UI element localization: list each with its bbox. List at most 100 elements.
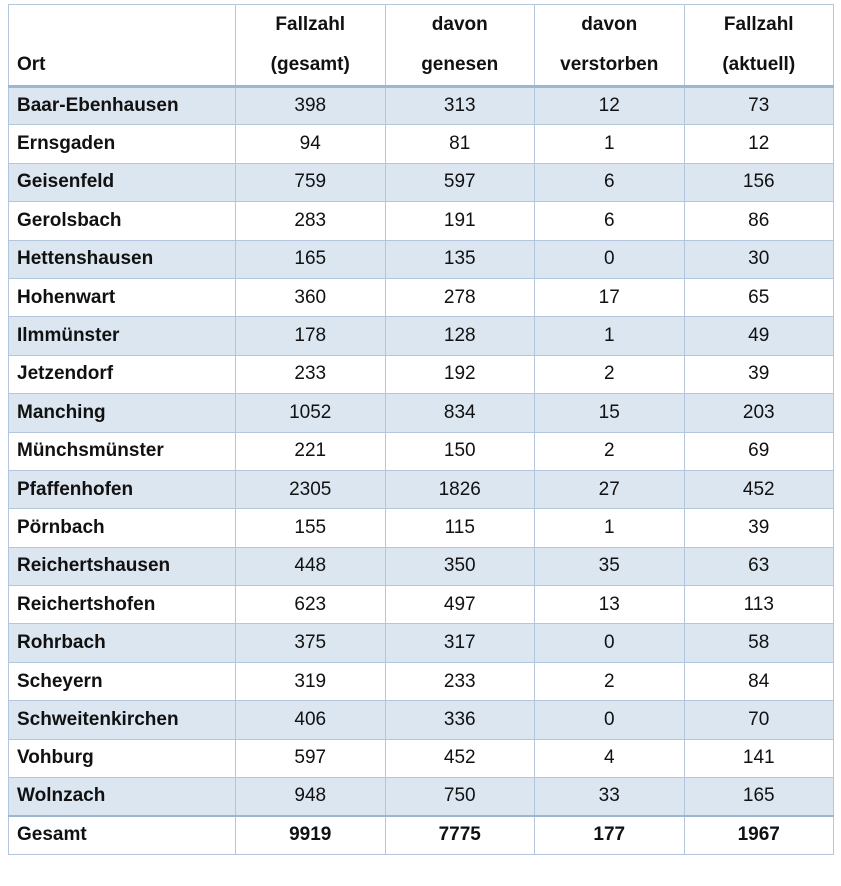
number-cell: 39 (683, 508, 834, 548)
number-cell: 115 (384, 508, 535, 548)
number-cell: 221 (235, 431, 386, 471)
total-cell: 177 (534, 814, 685, 855)
table-row: Rohrbach 375 317 0 58 (8, 623, 834, 663)
table-row: Geisenfeld 759 597 6 156 (8, 162, 834, 203)
number-cell: 12 (683, 124, 834, 164)
place-name: Manching (8, 393, 236, 433)
number-cell: 155 (235, 508, 386, 548)
header-cell: Ort (8, 4, 236, 88)
table-row: Gerolsbach 283 191 6 86 (8, 201, 834, 241)
place-name: Scheyern (8, 661, 236, 702)
header-text: Ort (17, 54, 46, 75)
header-text: davon (431, 14, 488, 35)
number-cell: 33 (534, 777, 685, 817)
number-cell: 94 (235, 124, 386, 164)
table-header: Ort Fallzahl (gesamt) davon genesen davon vers… (8, 4, 834, 88)
table-row: Ilmmünster 178 128 1 49 (8, 316, 834, 356)
header-row: Ort Fallzahl (gesamt) davon genesen davon vers… (8, 4, 834, 88)
number-cell: 350 (384, 546, 535, 587)
number-cell: 84 (683, 661, 834, 702)
number-cell: 65 (683, 277, 834, 318)
number-cell: 6 (534, 162, 685, 203)
number-cell: 128 (384, 316, 535, 356)
number-cell: 1 (534, 124, 685, 164)
place-name: Rohrbach (8, 623, 236, 663)
number-cell: 597 (384, 162, 535, 203)
place-name: Geisenfeld (8, 162, 236, 203)
table-row: Hohenwart 360 278 17 65 (8, 277, 834, 318)
place-name: Reichertshausen (8, 546, 236, 587)
number-cell: 1 (534, 508, 685, 548)
place-name: Münchsmünster (8, 431, 236, 471)
number-cell: 759 (235, 162, 386, 203)
number-cell: 398 (235, 85, 386, 126)
total-cell: 7775 (384, 814, 535, 855)
number-cell: 336 (384, 700, 535, 740)
number-cell: 6 (534, 201, 685, 241)
number-cell: 375 (235, 623, 386, 663)
number-cell: 156 (683, 162, 834, 203)
number-cell: 1 (534, 316, 685, 356)
number-cell: 2305 (235, 469, 386, 510)
number-cell: 0 (534, 623, 685, 663)
header-text: verstorben (560, 54, 659, 75)
number-cell: 0 (534, 239, 685, 279)
number-cell: 278 (384, 277, 535, 318)
number-cell: 4 (534, 738, 685, 779)
header-text: davon (581, 14, 638, 35)
number-cell: 2 (534, 431, 685, 471)
number-cell: 192 (384, 354, 535, 395)
table-row: Jetzendorf 233 192 2 39 (8, 354, 834, 395)
place-name: Ilmmünster (8, 316, 236, 356)
number-cell: 497 (384, 585, 535, 625)
place-name: Baar-Ebenhausen (8, 85, 236, 126)
place-name: Schweitenkirchen (8, 700, 236, 740)
number-cell: 406 (235, 700, 386, 740)
place-name: Wolnzach (8, 777, 236, 817)
number-cell: 233 (235, 354, 386, 395)
number-cell: 452 (683, 469, 834, 510)
table-row: Wolnzach 948 750 33 165 (8, 777, 834, 817)
number-cell: 0 (534, 700, 685, 740)
number-cell: 141 (683, 738, 834, 779)
number-cell: 70 (683, 700, 834, 740)
total-label: Gesamt (8, 814, 236, 855)
number-cell: 165 (235, 239, 386, 279)
number-cell: 86 (683, 201, 834, 241)
table-row: Manching 1052 834 15 203 (8, 393, 834, 433)
number-cell: 1826 (384, 469, 535, 510)
table-row: Münchsmünster 221 150 2 69 (8, 431, 834, 471)
header-text: Fallzahl (275, 14, 346, 35)
header-text: Fallzahl (723, 14, 794, 35)
table-row: Ernsgaden 94 81 1 12 (8, 124, 834, 164)
header-text: genesen (421, 54, 499, 75)
number-cell: 27 (534, 469, 685, 510)
number-cell: 135 (384, 239, 535, 279)
number-cell: 360 (235, 277, 386, 318)
header-cell: Fallzahl (gesamt) (235, 4, 386, 88)
number-cell: 319 (235, 661, 386, 702)
place-name: Pörnbach (8, 508, 236, 548)
number-cell: 17 (534, 277, 685, 318)
number-cell: 35 (534, 546, 685, 587)
number-cell: 203 (683, 393, 834, 433)
number-cell: 2 (534, 661, 685, 702)
place-name: Hettenshausen (8, 239, 236, 279)
number-cell: 283 (235, 201, 386, 241)
place-name: Ernsgaden (8, 124, 236, 164)
number-cell: 317 (384, 623, 535, 663)
number-cell: 15 (534, 393, 685, 433)
header-cell: Fallzahl (aktuell) (683, 4, 834, 88)
number-cell: 178 (235, 316, 386, 356)
number-cell: 113 (683, 585, 834, 625)
header-text: (gesamt) (270, 54, 350, 75)
place-name: Gerolsbach (8, 201, 236, 241)
number-cell: 165 (683, 777, 834, 817)
total-cell: 1967 (683, 814, 834, 855)
number-cell: 150 (384, 431, 535, 471)
case-table: Ort Fallzahl (gesamt) davon genesen davon vers… (8, 4, 834, 855)
place-name: Pfaffenhofen (8, 469, 236, 510)
header-cell: davon verstorben (534, 4, 685, 88)
table-row: Reichertshofen 623 497 13 113 (8, 585, 834, 625)
